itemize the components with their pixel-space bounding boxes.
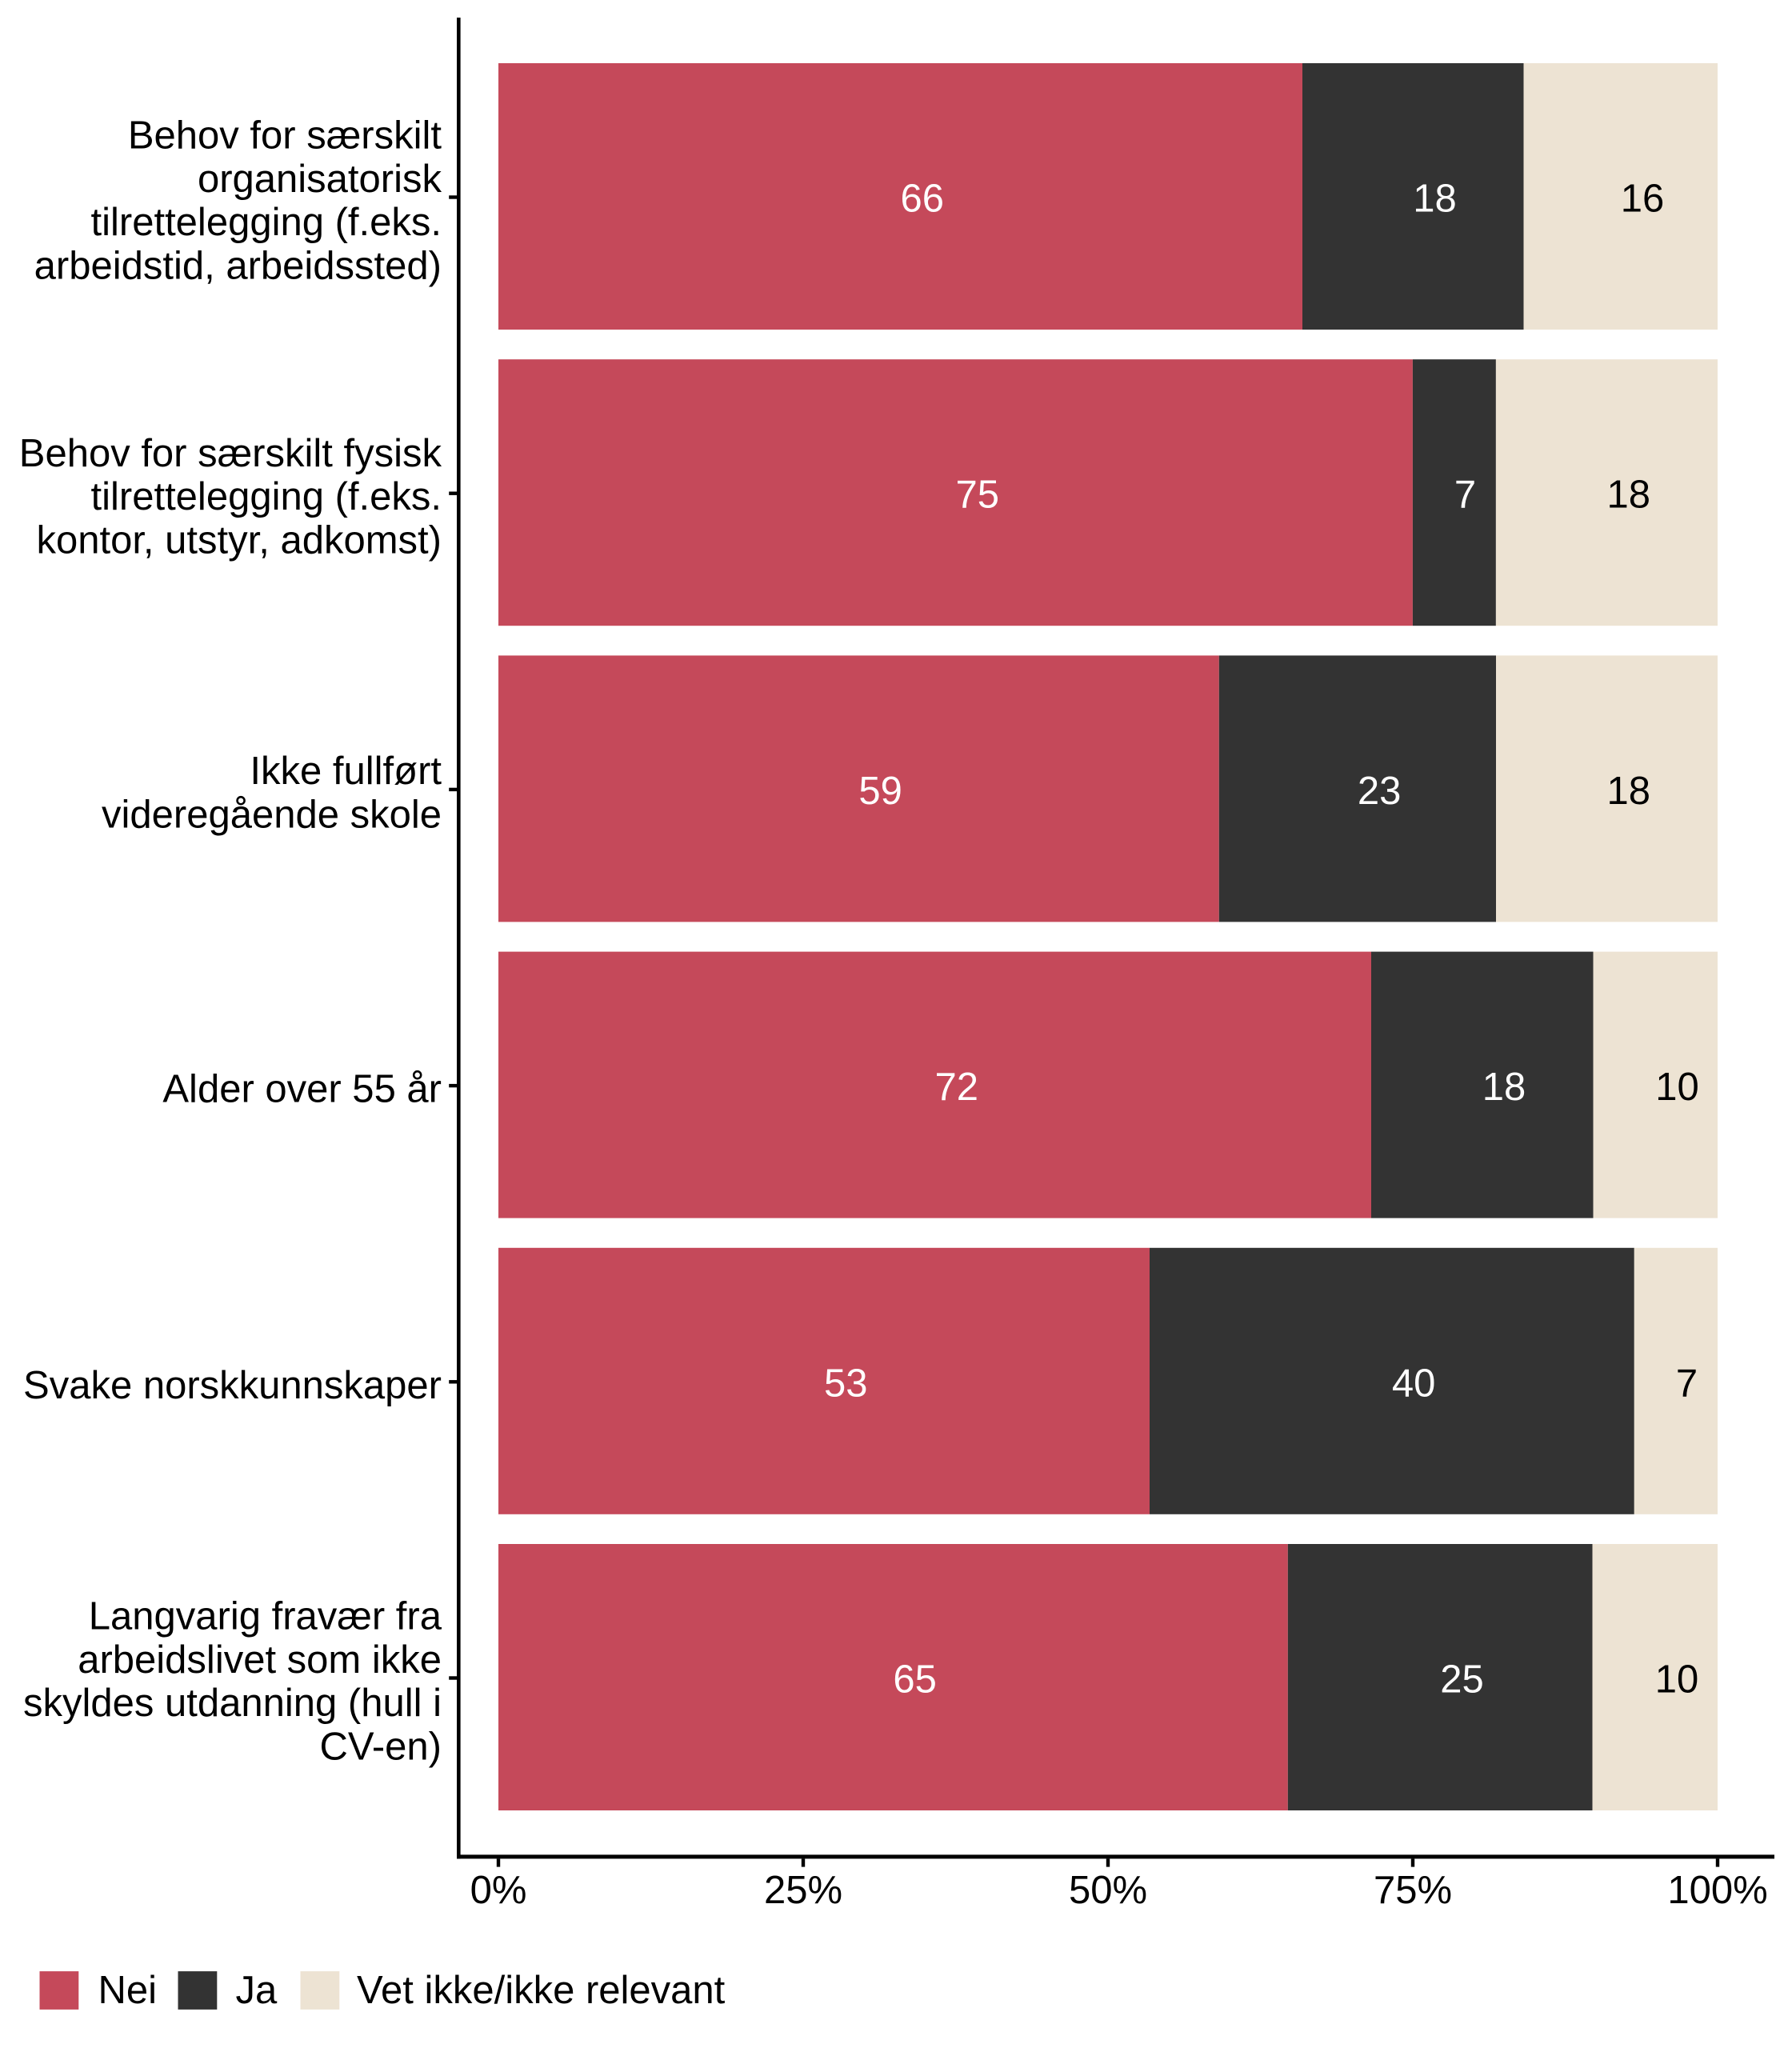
svg-text:40: 40: [1392, 1362, 1436, 1405]
svg-text:0%: 0%: [470, 1869, 527, 1912]
svg-text:10: 10: [1655, 1658, 1699, 1702]
svg-text:tilrettelegging (f.eks.: tilrettelegging (f.eks.: [91, 201, 442, 244]
svg-text:25%: 25%: [764, 1869, 842, 1912]
svg-text:18: 18: [1482, 1066, 1526, 1109]
svg-text:Ja: Ja: [236, 1969, 278, 2012]
svg-text:18: 18: [1607, 474, 1651, 517]
svg-text:Ikke fullført: Ikke fullført: [250, 750, 442, 793]
svg-text:skyldes utdanning (hull i: skyldes utdanning (hull i: [23, 1682, 442, 1725]
svg-text:7: 7: [1454, 474, 1476, 517]
svg-text:CV-en): CV-en): [319, 1726, 442, 1769]
svg-text:7: 7: [1676, 1362, 1698, 1405]
svg-text:videregående skole: videregående skole: [102, 794, 442, 837]
svg-text:Vet ikke/ikke relevant: Vet ikke/ikke relevant: [357, 1969, 726, 2012]
svg-text:arbeidstid, arbeidssted): arbeidstid, arbeidssted): [34, 245, 442, 288]
svg-text:arbeidslivet som ikke: arbeidslivet som ikke: [78, 1638, 442, 1682]
svg-text:Behov for særskilt fysisk: Behov for særskilt fysisk: [19, 432, 442, 475]
svg-text:75: 75: [956, 474, 1000, 517]
svg-text:Svake norskkunnskaper: Svake norskkunnskaper: [23, 1364, 442, 1407]
svg-text:100%: 100%: [1667, 1869, 1767, 1912]
svg-text:organisatorisk: organisatorisk: [198, 158, 442, 201]
svg-text:72: 72: [935, 1066, 979, 1109]
svg-text:Alder over 55 år: Alder over 55 år: [162, 1068, 442, 1111]
svg-text:10: 10: [1655, 1066, 1699, 1109]
svg-text:75%: 75%: [1374, 1869, 1452, 1912]
svg-text:Behov for særskilt: Behov for særskilt: [128, 114, 442, 157]
svg-text:50%: 50%: [1069, 1869, 1147, 1912]
svg-text:Nei: Nei: [98, 1969, 158, 2012]
svg-text:16: 16: [1621, 178, 1665, 221]
svg-text:Langvarig fravær fra: Langvarig fravær fra: [89, 1594, 442, 1638]
svg-text:23: 23: [1358, 770, 1402, 813]
svg-text:53: 53: [824, 1362, 868, 1405]
svg-text:65: 65: [893, 1658, 937, 1702]
svg-text:59: 59: [858, 770, 902, 813]
svg-text:25: 25: [1440, 1658, 1484, 1702]
svg-text:18: 18: [1607, 770, 1651, 813]
svg-text:kontor, utstyr, adkomst): kontor, utstyr, adkomst): [36, 519, 442, 562]
svg-text:tilrettelegging (f.eks.: tilrettelegging (f.eks.: [91, 475, 442, 518]
svg-text:18: 18: [1413, 178, 1457, 221]
svg-text:66: 66: [901, 178, 945, 221]
